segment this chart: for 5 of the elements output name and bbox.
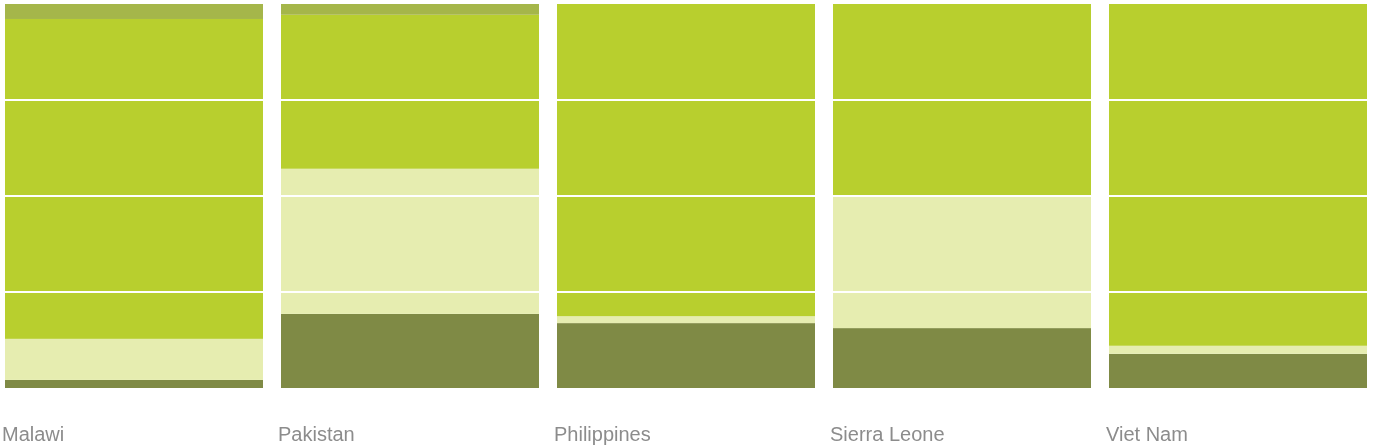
x-tick-label: Malawi: [2, 423, 65, 445]
x-tick-label: Philippines: [554, 423, 651, 445]
x-tick-label: Pakistan: [278, 423, 355, 445]
x-tick-label: Viet Nam: [1106, 423, 1188, 445]
x-tick-label: Sierra Leone: [830, 423, 945, 445]
